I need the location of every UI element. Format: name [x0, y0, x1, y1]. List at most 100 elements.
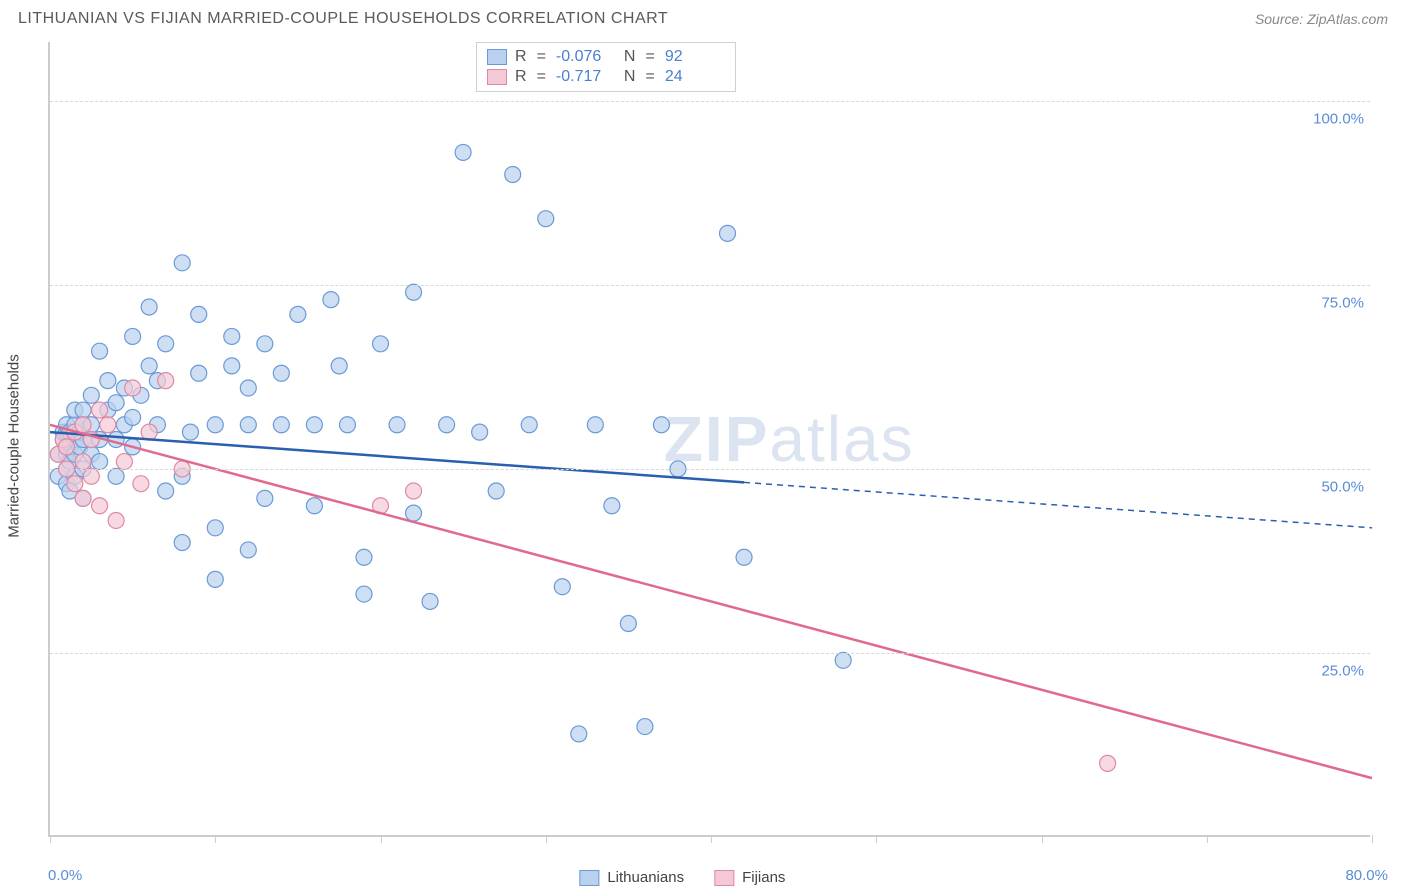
data-point: [92, 454, 108, 470]
legend-label: Fijians: [742, 869, 785, 886]
x-tick: [381, 835, 382, 843]
n-label: N: [624, 68, 636, 86]
data-point: [422, 593, 438, 609]
data-point: [323, 292, 339, 308]
x-axis-min-label: 0.0%: [48, 867, 82, 884]
stats-legend-row: R=-0.076N=92: [487, 47, 725, 67]
data-point: [835, 652, 851, 668]
legend-swatch: [579, 870, 599, 886]
data-point: [505, 167, 521, 183]
data-point: [158, 336, 174, 352]
legend-swatch: [714, 870, 734, 886]
data-point: [240, 380, 256, 396]
data-point: [620, 616, 636, 632]
x-tick: [1207, 835, 1208, 843]
eq-sign: =: [645, 68, 654, 86]
x-tick: [50, 835, 51, 843]
data-point: [191, 365, 207, 381]
data-point: [306, 417, 322, 433]
legend-swatch: [487, 49, 507, 65]
data-point: [207, 520, 223, 536]
n-label: N: [624, 48, 636, 66]
data-point: [83, 387, 99, 403]
regression-line-extrapolated: [744, 482, 1372, 527]
chart-header: LITHUANIAN VS FIJIAN MARRIED-COUPLE HOUS…: [0, 0, 1406, 36]
y-tick-label: 25.0%: [1321, 662, 1364, 679]
data-point: [108, 468, 124, 484]
r-label: R: [515, 68, 527, 86]
data-point: [604, 498, 620, 514]
series-legend: Lithuanians Fijians: [579, 869, 785, 886]
regression-line: [50, 425, 1372, 778]
data-point: [538, 211, 554, 227]
data-point: [720, 225, 736, 241]
r-label: R: [515, 48, 527, 66]
x-tick: [711, 835, 712, 843]
x-tick: [1372, 835, 1373, 843]
n-value: 92: [665, 48, 725, 66]
data-point: [224, 328, 240, 344]
data-point: [406, 505, 422, 521]
data-point: [406, 284, 422, 300]
data-point: [736, 549, 752, 565]
data-point: [273, 417, 289, 433]
eq-sign: =: [645, 48, 654, 66]
stats-legend-row: R=-0.717N=24: [487, 67, 725, 87]
data-point: [207, 417, 223, 433]
data-point: [125, 380, 141, 396]
data-point: [488, 483, 504, 499]
data-point: [389, 417, 405, 433]
data-point: [273, 365, 289, 381]
data-point: [554, 579, 570, 595]
data-point: [125, 409, 141, 425]
data-point: [439, 417, 455, 433]
data-point: [240, 417, 256, 433]
data-point: [521, 417, 537, 433]
data-point: [83, 468, 99, 484]
data-point: [240, 542, 256, 558]
y-tick-label: 50.0%: [1321, 478, 1364, 495]
data-point: [257, 336, 273, 352]
data-point: [92, 402, 108, 418]
grid-line: [50, 653, 1370, 654]
data-point: [92, 498, 108, 514]
data-point: [174, 255, 190, 271]
grid-line: [50, 285, 1370, 286]
data-point: [306, 498, 322, 514]
data-point: [406, 483, 422, 499]
legend-item: Fijians: [714, 869, 785, 886]
x-axis-max-label: 80.0%: [1345, 867, 1388, 884]
legend-item: Lithuanians: [579, 869, 684, 886]
eq-sign: =: [537, 48, 546, 66]
data-point: [356, 549, 372, 565]
data-point: [92, 343, 108, 359]
data-point: [373, 336, 389, 352]
data-point: [339, 417, 355, 433]
data-point: [141, 358, 157, 374]
data-point: [100, 373, 116, 389]
data-point: [472, 424, 488, 440]
data-point: [637, 719, 653, 735]
data-point: [1100, 755, 1116, 771]
data-point: [75, 417, 91, 433]
stats-legend-box: R=-0.076N=92R=-0.717N=24: [476, 42, 736, 92]
data-point: [108, 395, 124, 411]
data-point: [587, 417, 603, 433]
grid-line: [50, 101, 1370, 102]
data-point: [116, 454, 132, 470]
data-point: [125, 328, 141, 344]
eq-sign: =: [537, 68, 546, 86]
grid-line: [50, 469, 1370, 470]
plot-area: ZIPatlas 25.0%50.0%75.0%100.0%: [48, 42, 1370, 837]
data-point: [571, 726, 587, 742]
chart-title: LITHUANIAN VS FIJIAN MARRIED-COUPLE HOUS…: [18, 10, 668, 28]
data-point: [331, 358, 347, 374]
data-point: [653, 417, 669, 433]
regression-line: [50, 432, 744, 482]
data-point: [224, 358, 240, 374]
data-point: [133, 476, 149, 492]
source-attribution: Source: ZipAtlas.com: [1255, 11, 1388, 27]
data-point: [257, 490, 273, 506]
data-point: [75, 454, 91, 470]
y-tick-label: 75.0%: [1321, 294, 1364, 311]
